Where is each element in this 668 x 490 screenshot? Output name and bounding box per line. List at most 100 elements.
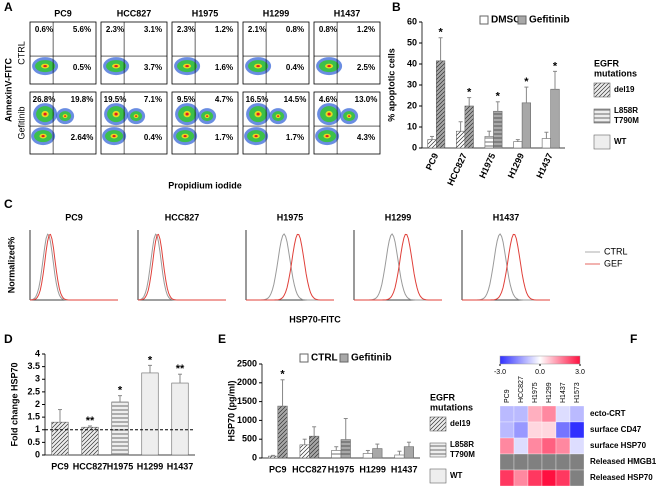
- quadrant-percent: 4.6%: [319, 95, 337, 104]
- y-axis-label: AnnexinV-FITC: [3, 58, 13, 123]
- color-bar: [499, 355, 581, 365]
- bar: [340, 439, 351, 459]
- quadrant-percent: 14.5%: [284, 95, 307, 104]
- y-tick-label: 0: [35, 449, 40, 459]
- heatmap-cell: [499, 421, 515, 439]
- cell-line-header: HCC827: [117, 8, 152, 18]
- legend-title: EGFR: [594, 58, 620, 68]
- histogram-curve: [354, 233, 442, 301]
- quadrant-percent: 1.2%: [215, 25, 233, 34]
- bar: [268, 455, 279, 459]
- error-bar: [302, 438, 307, 445]
- heatmap-cell: [527, 469, 543, 487]
- significance-label: *: [280, 369, 285, 381]
- histogram-curve: [29, 233, 118, 301]
- legend-label: del19: [450, 419, 471, 428]
- y-tick-label: 2000: [237, 377, 257, 387]
- heatmap-cell: [513, 405, 529, 423]
- bar: [456, 130, 466, 149]
- heatmap-cell: [541, 453, 557, 471]
- significance-label: *: [148, 354, 153, 366]
- error-bar: [544, 131, 549, 139]
- legend-swatch: [479, 15, 489, 25]
- y-tick-label: 10: [407, 121, 417, 131]
- panel-letter: F: [630, 332, 637, 346]
- histogram-curve: [354, 233, 442, 301]
- legend-swatch: [429, 416, 447, 432]
- x-tick-label: H1299: [506, 152, 526, 180]
- panel-letter: B: [392, 0, 401, 14]
- legend-label: T790M: [450, 450, 475, 459]
- heatmap-column-label: H1437: [560, 382, 567, 403]
- y-tick-label: 2: [35, 399, 40, 409]
- quadrant-percent: 26.8%: [33, 95, 56, 104]
- legend-title: EGFR: [430, 392, 456, 402]
- quadrant-percent: 0.8%: [286, 25, 304, 34]
- legend-label: L858R: [614, 106, 638, 115]
- y-tick-label: 30: [407, 79, 417, 89]
- cell-cloud: [41, 135, 45, 138]
- cell-cloud: [325, 135, 329, 138]
- cell-line-header: H1299: [263, 8, 290, 18]
- heatmap-row-label: Released HMGB1: [590, 457, 657, 466]
- legend-label: del19: [614, 85, 635, 94]
- y-tick-label: 3: [35, 374, 40, 384]
- heatmap-cell: [541, 405, 557, 423]
- heatmap-cell: [555, 453, 571, 471]
- error-bar: [343, 418, 348, 440]
- y-tick-label: 4: [35, 348, 40, 358]
- error-bar: [406, 441, 411, 447]
- x-tick-label: HCC827: [73, 461, 108, 471]
- bar: [435, 60, 446, 149]
- bar: [331, 450, 342, 459]
- bar: [362, 453, 373, 459]
- heatmap-cell: [569, 469, 585, 487]
- heatmap-cell: [569, 437, 585, 455]
- legend-swatch: [429, 442, 447, 458]
- bar: [141, 372, 159, 456]
- histogram-curve: [246, 233, 334, 301]
- y-tick-label: 60: [407, 16, 417, 26]
- bar: [427, 139, 437, 149]
- legend-title: mutations: [430, 402, 473, 412]
- heatmap-cell: [555, 437, 571, 455]
- cell-line-header: HCC827: [165, 212, 200, 222]
- x-tick-label: H1437: [391, 464, 418, 474]
- quadrant-percent: 5.6%: [73, 25, 91, 34]
- quadrant-percent: 2.3%: [177, 25, 195, 34]
- quadrant-percent: 2.1%: [248, 25, 266, 34]
- y-tick-label: 1000: [237, 415, 257, 425]
- y-tick-label: 500: [242, 434, 257, 444]
- panel-letter: C: [4, 197, 13, 211]
- cell-cloud: [256, 112, 260, 116]
- bar: [521, 102, 531, 149]
- heatmap-cell: [513, 453, 529, 471]
- cell-cloud: [256, 65, 260, 68]
- quadrant-percent: 4.7%: [215, 95, 233, 104]
- heatmap-cell: [513, 469, 529, 487]
- legend-swatch: [593, 108, 611, 124]
- x-tick-label: H1437: [167, 461, 194, 471]
- y-axis-label: Fold change HSP70: [9, 362, 19, 446]
- cell-cloud: [114, 112, 118, 116]
- heatmap-row-label: Released HSP70: [590, 473, 653, 482]
- cell-line-header: PC9: [65, 212, 83, 222]
- color-bar-label: -3.0: [494, 369, 506, 376]
- bar: [394, 454, 405, 459]
- cell-cloud: [185, 112, 189, 116]
- quadrant-percent: 0.4%: [144, 133, 162, 142]
- histogram-curve: [246, 233, 334, 301]
- cell-cloud: [114, 65, 118, 68]
- heatmap-column-label: HCC827: [518, 376, 525, 403]
- heatmap-cell: [527, 437, 543, 455]
- bar: [81, 426, 99, 456]
- quadrant-percent: 4.3%: [357, 133, 375, 142]
- quadrant-percent: 0.6%: [35, 25, 53, 34]
- legend-title: mutations: [594, 68, 637, 78]
- x-axis-label: HSP70-FITC: [289, 314, 341, 324]
- legend-swatch: [517, 15, 527, 25]
- bar: [484, 136, 494, 149]
- y-tick-label: 0: [252, 452, 257, 462]
- quadrant-percent: 0.8%: [319, 25, 337, 34]
- heatmap-cell: [541, 421, 557, 439]
